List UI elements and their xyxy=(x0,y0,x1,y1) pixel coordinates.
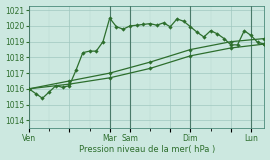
X-axis label: Pression niveau de la mer( hPa ): Pression niveau de la mer( hPa ) xyxy=(79,145,215,154)
